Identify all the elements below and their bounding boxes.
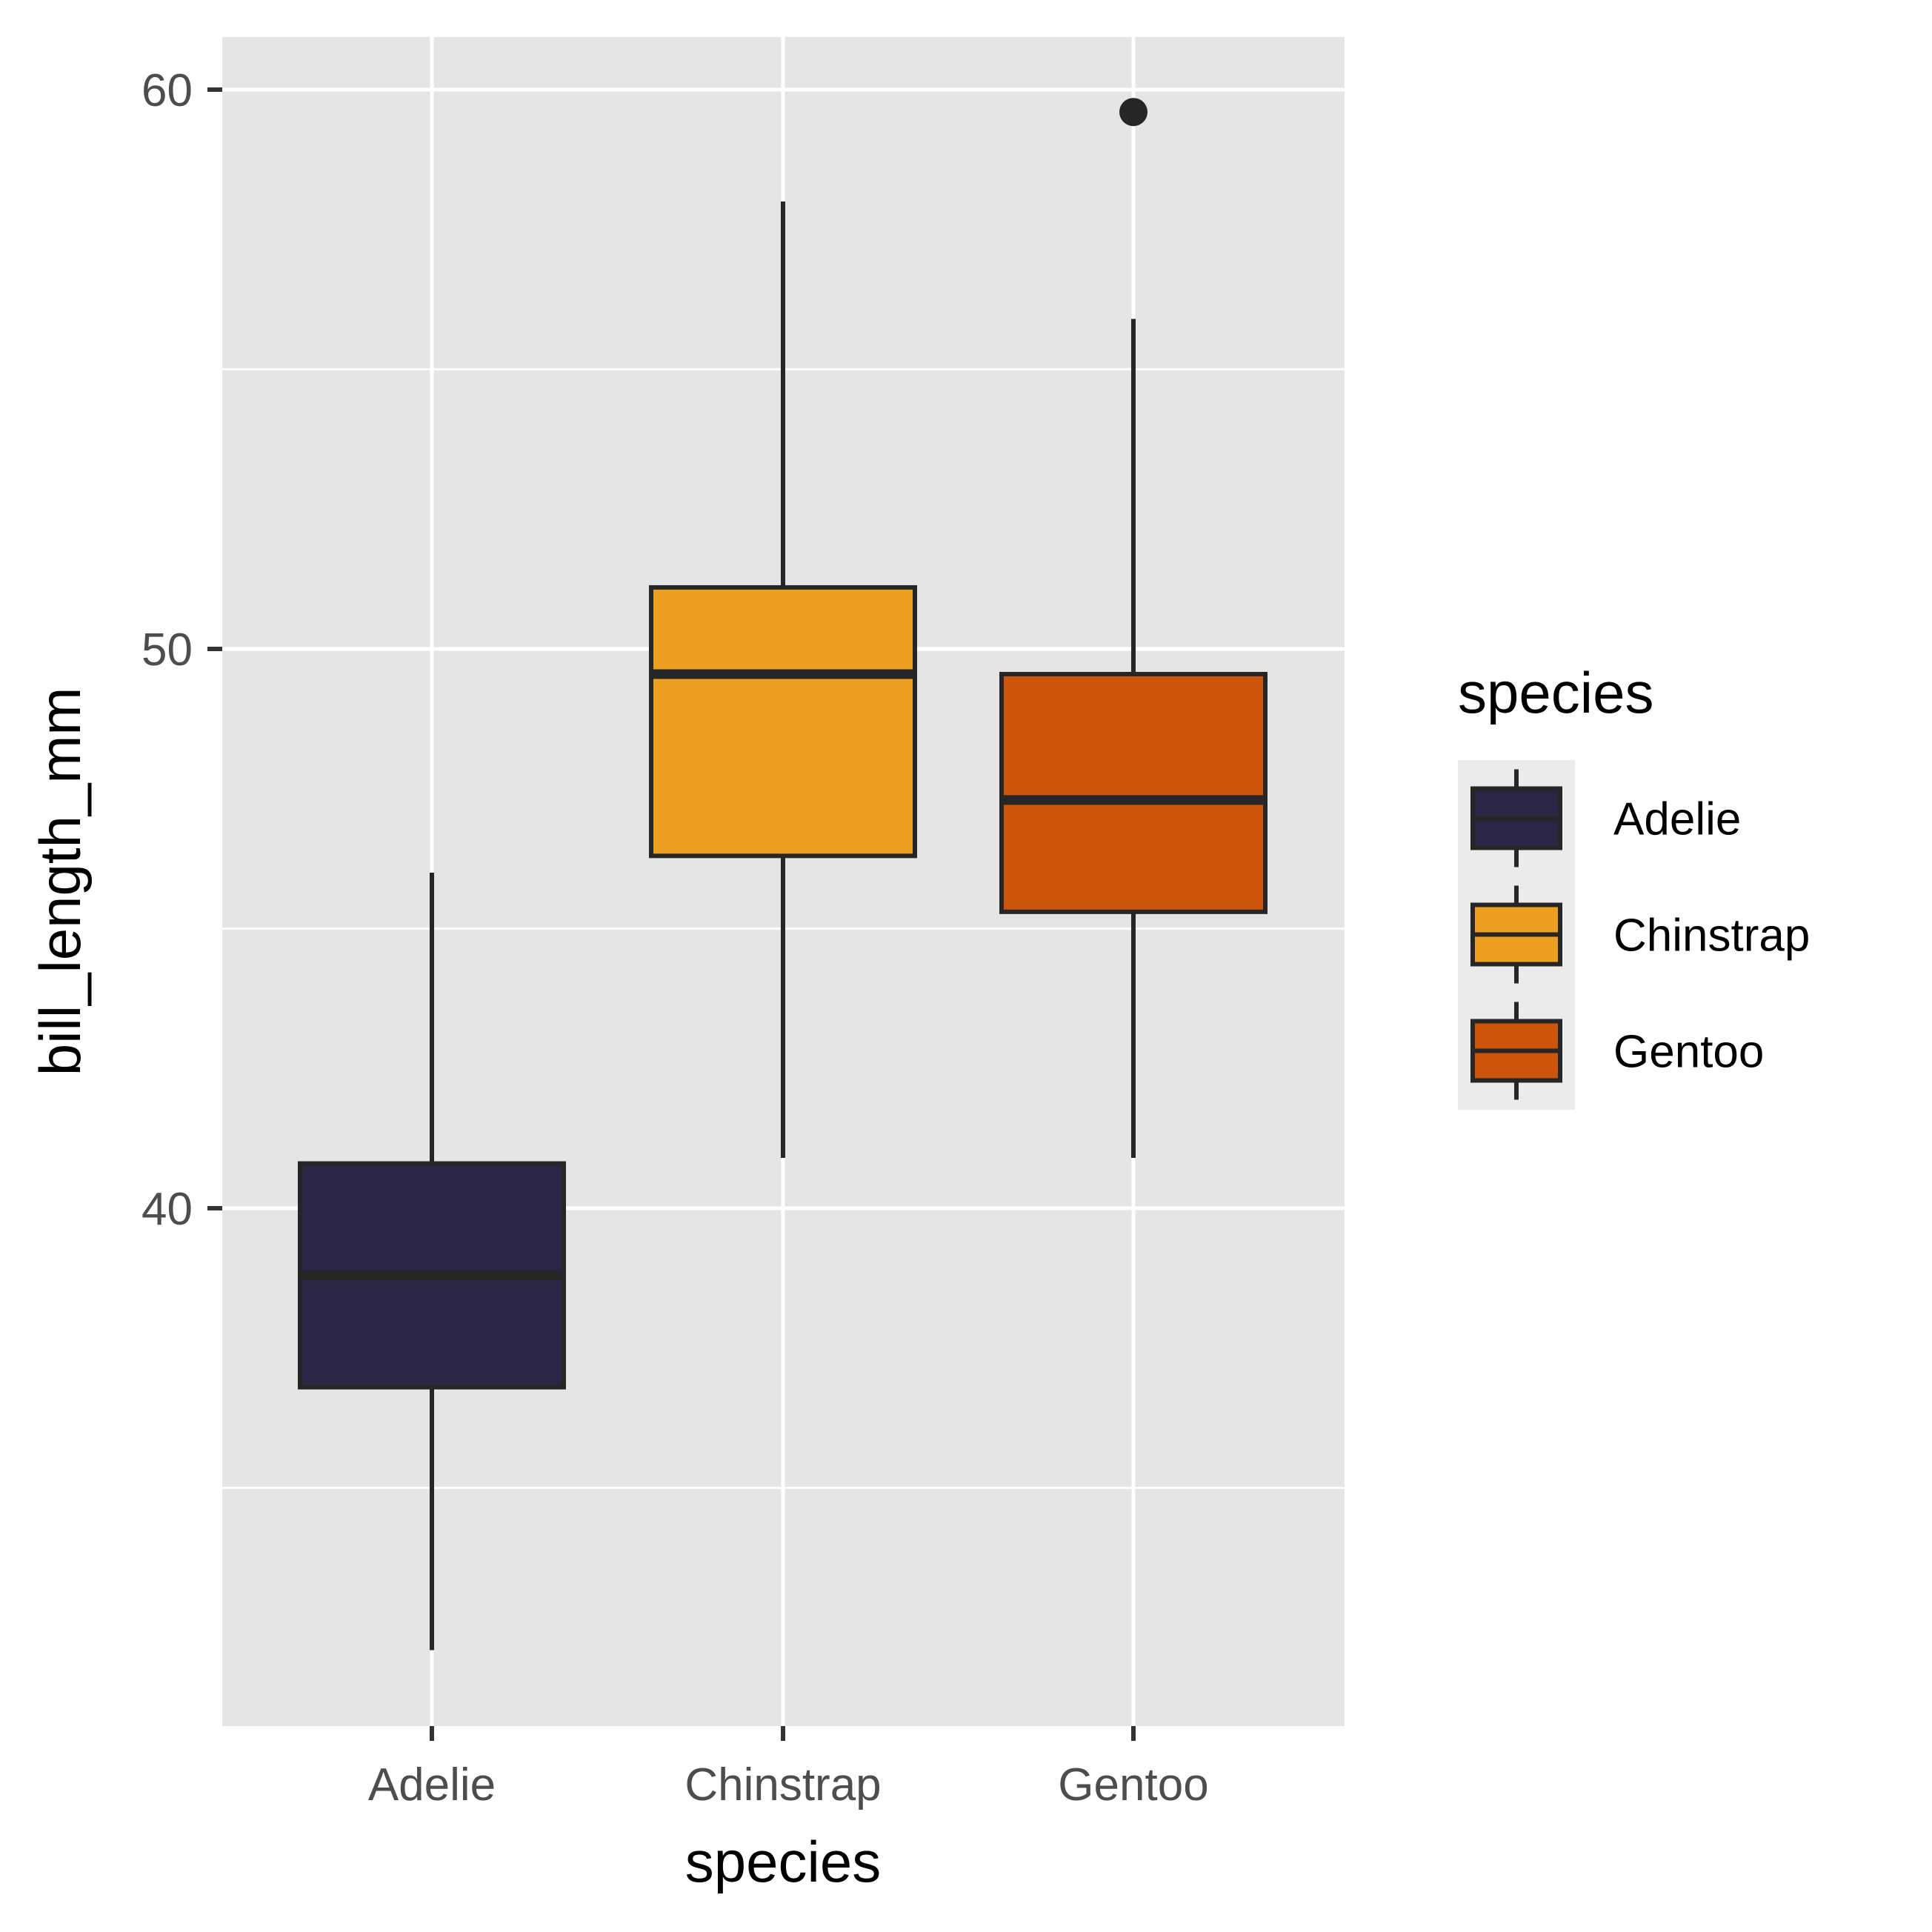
box-adelie xyxy=(298,873,566,1650)
y-tick-label: 50 xyxy=(141,624,193,676)
legend-keys: Adelie Chinstrap Gentoo xyxy=(1470,769,1810,1100)
boxes xyxy=(298,98,1268,1650)
outlier-point xyxy=(1119,98,1147,127)
box-chinstrap xyxy=(649,201,917,1159)
box-iqr xyxy=(999,671,1268,914)
box-gentoo xyxy=(999,98,1268,1159)
x-tick-label: Chinstrap xyxy=(684,1759,881,1811)
axes: 40 50 60 Adelie Chinstrap Gentoo xyxy=(141,65,1209,1811)
y-tick-label: 60 xyxy=(141,65,193,116)
legend-title: species xyxy=(1458,660,1653,725)
y-tick-label: 40 xyxy=(141,1184,193,1235)
legend-label: Chinstrap xyxy=(1613,910,1810,962)
legend-item-adelie: Adelie xyxy=(1470,769,1741,867)
legend-item-chinstrap: Chinstrap xyxy=(1470,885,1810,984)
legend-label: Adelie xyxy=(1613,794,1741,845)
legend: species Adelie Chinstrap Gentoo xyxy=(1458,660,1810,1110)
x-axis-title: species xyxy=(685,1829,881,1894)
box-iqr xyxy=(649,584,917,859)
legend-item-gentoo: Gentoo xyxy=(1470,1002,1764,1100)
x-tick-label: Adelie xyxy=(368,1759,496,1811)
legend-label: Gentoo xyxy=(1613,1027,1764,1078)
y-axis-title: bill_length_mm xyxy=(27,687,93,1076)
x-tick-label: Gentoo xyxy=(1058,1759,1208,1811)
